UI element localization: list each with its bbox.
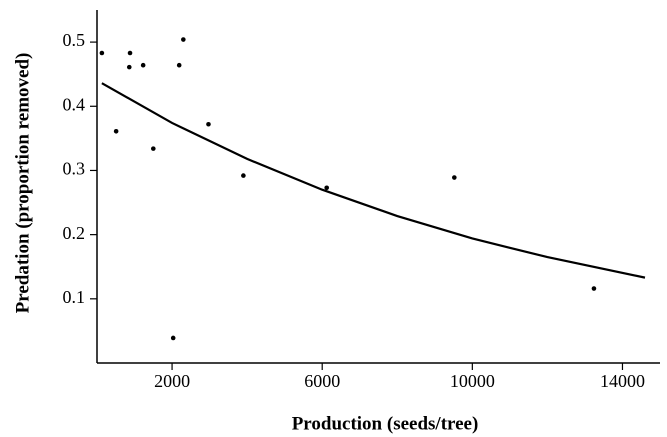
data-point	[241, 173, 246, 178]
y-tick-label: 0.1	[63, 287, 86, 307]
y-tick-label: 0.3	[63, 159, 86, 179]
x-tick-label: 2000	[154, 371, 190, 391]
data-point	[140, 62, 146, 68]
data-point	[181, 37, 186, 42]
x-axis-label: Production (seeds/tree)	[292, 413, 479, 434]
data-point	[99, 50, 105, 56]
fit-curve	[101, 82, 646, 279]
y-tick-label: 0.2	[63, 223, 86, 243]
y-tick-label: 0.5	[63, 30, 86, 50]
data-point	[591, 286, 597, 291]
x-tick-label: 10000	[450, 371, 495, 391]
data-point	[324, 185, 330, 191]
data-point	[127, 50, 133, 56]
data-point	[452, 175, 457, 180]
x-tick-label: 6000	[304, 371, 340, 391]
data-point	[126, 64, 132, 70]
x-tick-label: 14000	[600, 371, 645, 391]
data-point	[151, 146, 156, 151]
data-point	[206, 121, 211, 127]
data-point	[113, 129, 119, 134]
data-point	[176, 62, 182, 68]
y-tick-label: 0.4	[63, 94, 86, 114]
y-axis-label: Predation (proportion removed)	[12, 53, 33, 314]
data-point	[170, 335, 176, 341]
